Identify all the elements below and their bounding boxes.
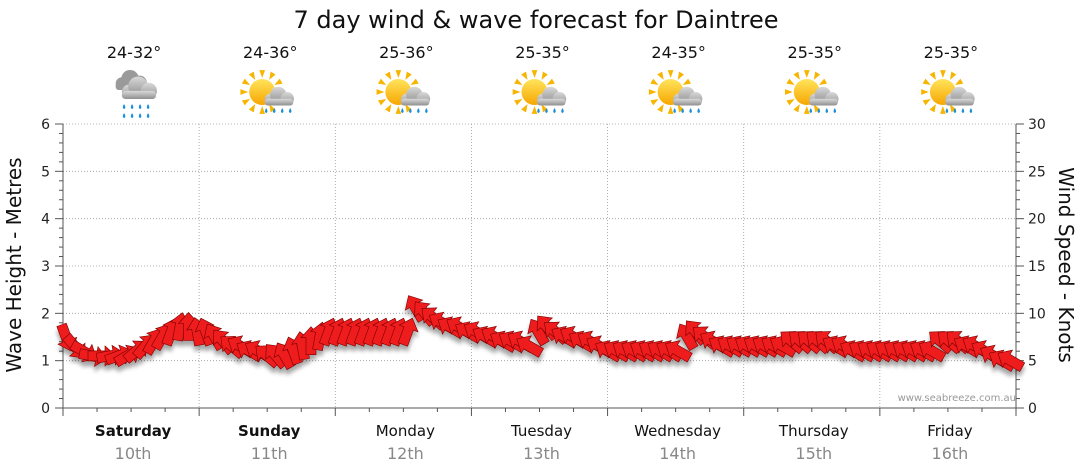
- day-temperature: 24-36°: [243, 43, 298, 62]
- rain-drop: [122, 113, 126, 118]
- day-date-label: 16th: [932, 444, 969, 463]
- cloud-shape: [673, 86, 703, 106]
- rain-drop: [969, 108, 973, 113]
- left-tick-label: 3: [41, 259, 50, 275]
- day-temperature: 24-35°: [651, 43, 706, 62]
- rain-drop: [673, 108, 676, 113]
- rain-drop: [280, 108, 284, 113]
- rain-drop: [953, 108, 957, 113]
- rain-drop: [537, 108, 540, 113]
- sun-showers-icon: [376, 70, 431, 114]
- cloud-shape: [537, 86, 567, 106]
- day-temperature: 25-35°: [788, 43, 843, 62]
- rain-drop: [425, 108, 428, 113]
- cloud-shape: [400, 86, 431, 106]
- day-temperature: 25-35°: [515, 43, 570, 62]
- right-tick-label: 0: [1028, 401, 1037, 417]
- day-date-label: 13th: [523, 444, 560, 463]
- left-tick-label: 0: [41, 401, 50, 417]
- grid-lines: [62, 123, 1017, 416]
- day-name-label: Monday: [376, 422, 435, 440]
- rain-drop: [833, 108, 837, 113]
- rain-drop: [264, 108, 268, 113]
- rain-drop: [138, 104, 142, 109]
- day-name-label: Saturday: [95, 422, 172, 440]
- wind-arrow: [997, 349, 1026, 372]
- rain-cloud-icon: [115, 70, 157, 118]
- right-tick-label: 30: [1028, 117, 1046, 133]
- rain-drop: [130, 104, 134, 109]
- rain-drop: [945, 108, 949, 113]
- wind-arrow: [918, 340, 947, 363]
- rain-drop: [809, 108, 813, 113]
- wind-arrow: [397, 317, 419, 347]
- day-date-label: 11th: [251, 444, 288, 463]
- cloud-shape: [809, 86, 839, 106]
- rain-drop: [417, 108, 420, 113]
- wind-arrow: [516, 335, 544, 358]
- cloud-shape: [264, 86, 294, 106]
- wind-arrow: [665, 340, 693, 363]
- credit-text: www.seabreeze.com.au: [898, 393, 1016, 404]
- cloud-shape: [121, 76, 157, 100]
- rain-drop: [122, 104, 126, 109]
- rain-drop: [146, 113, 150, 118]
- right-axis-label: Wind Speed - Knots: [1054, 167, 1078, 363]
- left-tick-label: 6: [41, 117, 50, 133]
- day-temperature: 25-36°: [379, 43, 434, 62]
- rain-drop: [561, 108, 564, 113]
- right-y-axis: 0 5 10 15 20 25 30: [1016, 117, 1046, 417]
- right-tick-label: 15: [1028, 259, 1046, 275]
- right-tick-label: 25: [1028, 164, 1046, 180]
- day-name-label: Wednesday: [634, 422, 721, 440]
- day-name-label: Tuesday: [510, 422, 572, 440]
- sun-showers-icon: [240, 70, 294, 114]
- right-tick-label: 10: [1028, 306, 1046, 322]
- rain-drop: [681, 108, 684, 113]
- sun-showers-icon: [648, 70, 703, 114]
- day-labels: Saturday 10th Sunday 11th Monday 12th Tuesday 1…: [95, 422, 973, 463]
- left-y-axis: 0 1 2 3 4 5 6: [41, 117, 63, 417]
- rain-drop: [409, 108, 412, 113]
- rain-drop: [961, 108, 965, 113]
- sun-showers-icon: [784, 70, 839, 114]
- left-tick-label: 5: [41, 164, 50, 180]
- day-date-label: 14th: [659, 444, 696, 463]
- rain-drop: [272, 108, 276, 113]
- right-tick-label: 5: [1028, 354, 1037, 370]
- day-date-label: 15th: [795, 444, 832, 463]
- left-tick-label: 2: [41, 306, 50, 322]
- day-date-label: 12th: [387, 444, 424, 463]
- rain-drop: [817, 108, 821, 113]
- day-temperature: 24-32°: [107, 43, 162, 62]
- left-axis-label: Wave Height - Metres: [2, 157, 26, 372]
- rain-drop: [697, 108, 700, 113]
- day-name-label: Thursday: [778, 422, 849, 440]
- chart-title: 7 day wind & wave forecast for Daintree: [294, 6, 779, 34]
- day-forecast-headers: 24-32° 24-36° 25-36° 25-35° 24-35° 25-35° 25-3…: [107, 43, 978, 118]
- rain-drop: [138, 113, 142, 118]
- sun-showers-icon: [512, 70, 567, 114]
- right-tick-label: 20: [1028, 212, 1046, 228]
- day-name-label: Sunday: [238, 422, 301, 440]
- day-date-label: 10th: [115, 444, 152, 463]
- rain-drop: [825, 108, 829, 113]
- wind-arrows: [56, 295, 1026, 372]
- cloud-shape: [945, 86, 975, 106]
- day-temperature: 25-35°: [924, 43, 979, 62]
- rain-drop: [401, 108, 404, 113]
- sun-showers-icon: [921, 70, 975, 114]
- rain-drop: [545, 108, 548, 113]
- rain-drop: [146, 104, 150, 109]
- left-tick-label: 1: [41, 354, 50, 370]
- day-name-label: Friday: [927, 422, 973, 440]
- rain-drop: [689, 108, 692, 113]
- rain-drop: [288, 108, 292, 113]
- rain-drop: [553, 108, 556, 113]
- left-tick-label: 4: [41, 212, 50, 228]
- rain-drop: [130, 113, 134, 118]
